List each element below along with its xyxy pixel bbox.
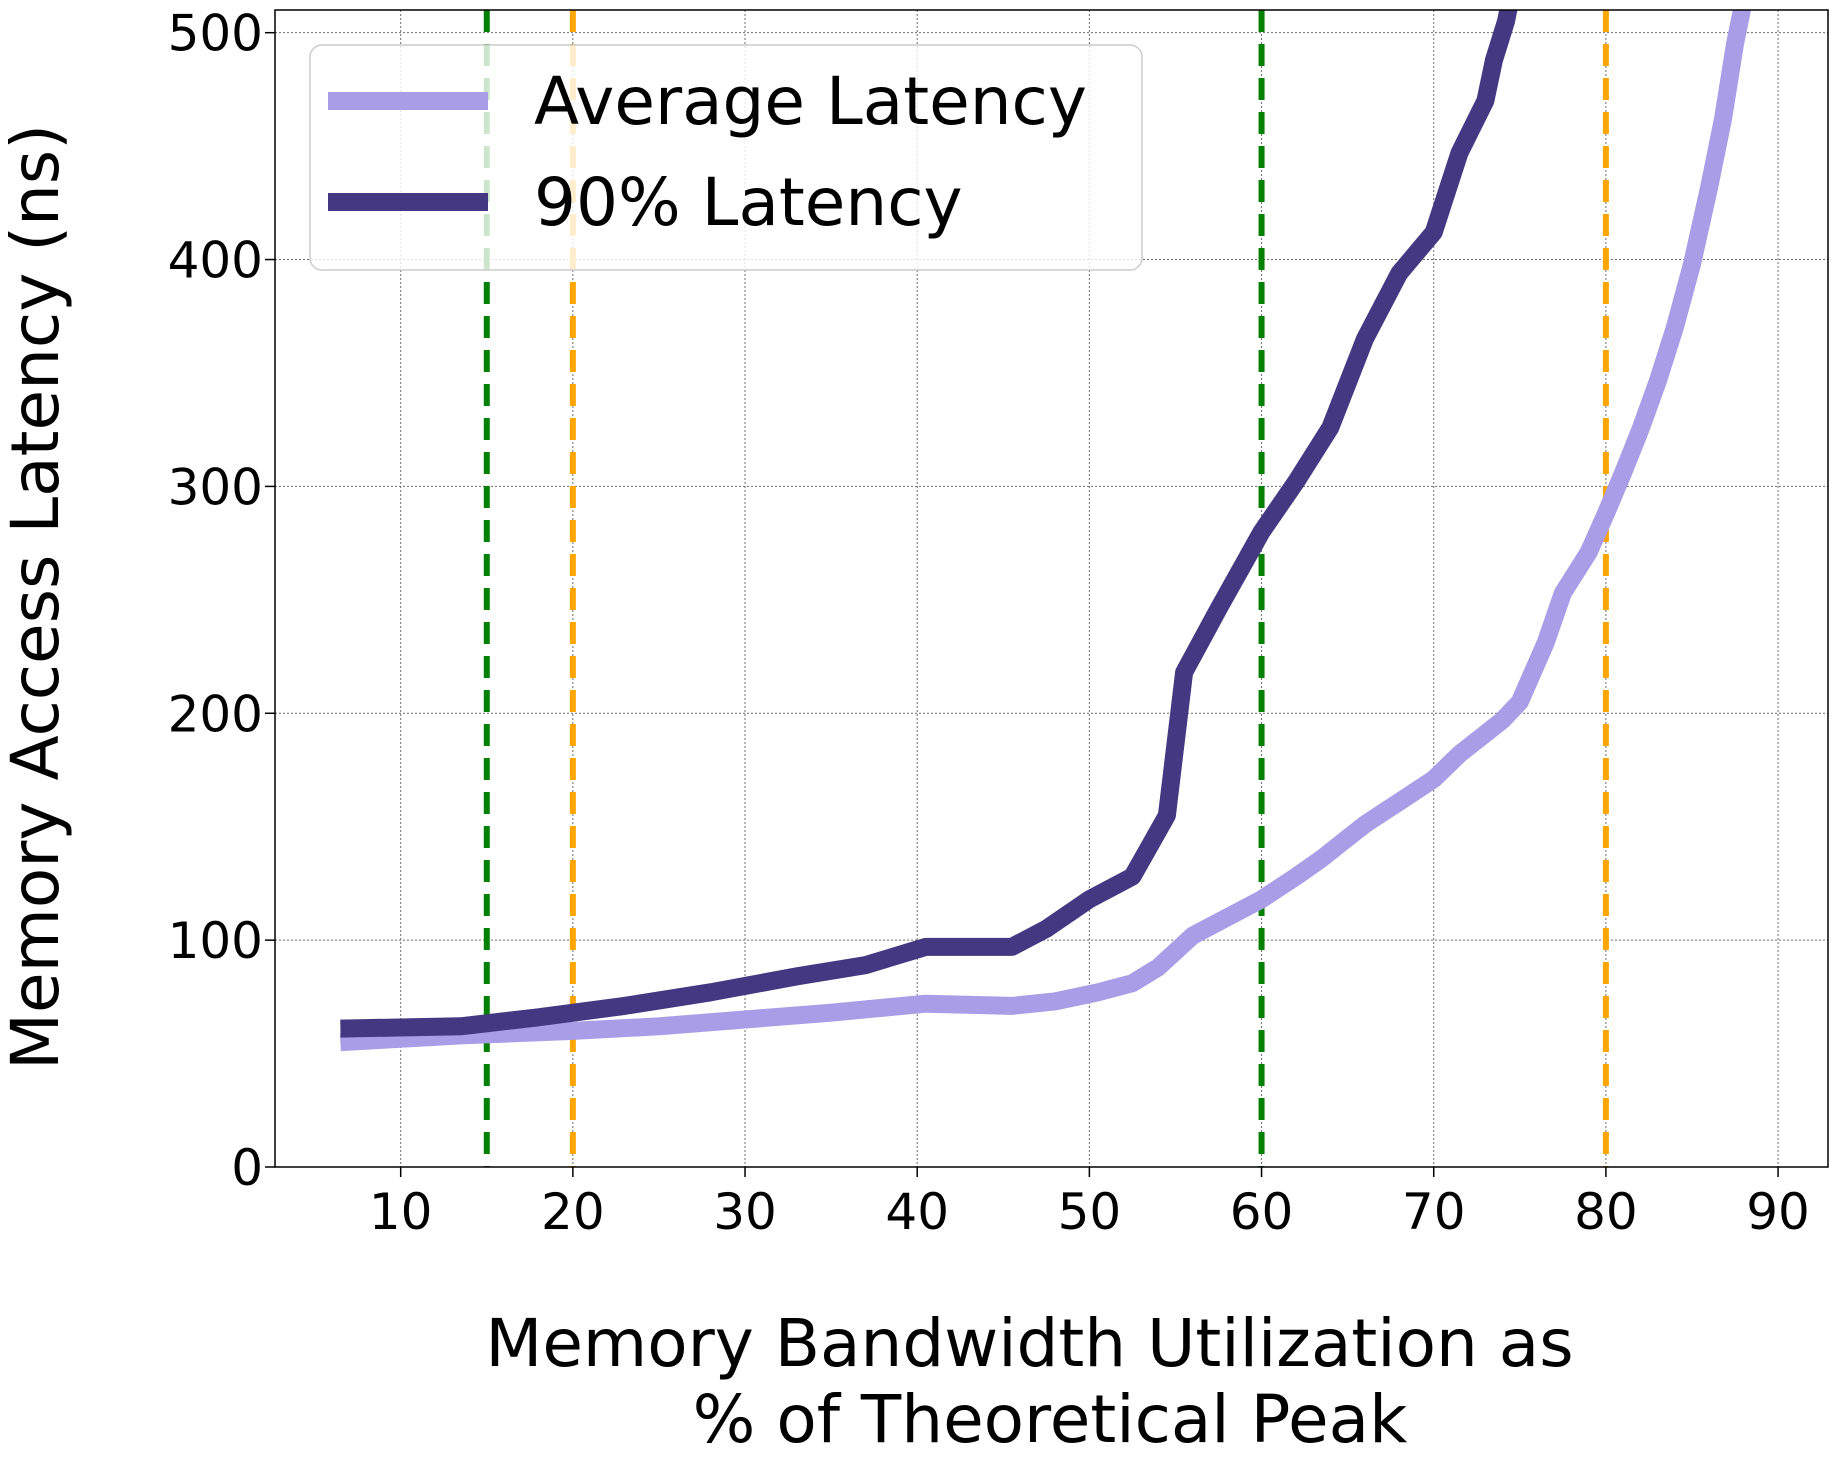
x-tick-label-80: 80 [1574, 1183, 1638, 1241]
plot-frame [274, 9, 1829, 1168]
x-tick-label-20: 20 [541, 1183, 605, 1241]
legend-label-average-latency: Average Latency [534, 63, 1087, 140]
y-tick-label-0: 0 [231, 1139, 263, 1197]
legend-label-90-latency: 90% Latency [534, 164, 963, 241]
y-axis-label: Memory Access Latency (ns) [0, 124, 74, 1070]
x-axis-label-line-1: Memory Bandwidth Utilization as [485, 1305, 1573, 1382]
x-axis-label: Memory Bandwidth Utilization as % of The… [485, 1305, 1594, 1458]
y-tick-label-400: 400 [168, 232, 263, 290]
series-layer [339, 10, 1752, 1052]
reference-lines [483, 10, 1609, 1167]
x-axis-label-line-2: % of Theoretical Peak [693, 1381, 1408, 1458]
x-tick-label-50: 50 [1058, 1183, 1122, 1241]
x-tick-label-10: 10 [369, 1183, 433, 1241]
axis-ticks: 10 20 30 40 50 60 70 80 90 0 100 200 300 400 500 [168, 5, 1810, 1241]
x-tick-label-30: 30 [713, 1183, 777, 1241]
series-line-90-latency [340, 10, 1518, 1038]
y-tick-label-300: 300 [168, 458, 263, 516]
series-line-average-latency [339, 10, 1752, 1052]
legend: Average Latency 90% Latency [309, 44, 1143, 271]
legend-box [309, 44, 1143, 271]
x-tick-label-60: 60 [1230, 1183, 1294, 1241]
x-tick-label-40: 40 [885, 1183, 949, 1241]
x-tick-label-70: 70 [1402, 1183, 1466, 1241]
y-tick-label-500: 500 [168, 5, 263, 63]
x-tick-label-90: 90 [1746, 1183, 1810, 1241]
y-tick-label-200: 200 [168, 685, 263, 743]
y-tick-label-100: 100 [168, 912, 263, 970]
